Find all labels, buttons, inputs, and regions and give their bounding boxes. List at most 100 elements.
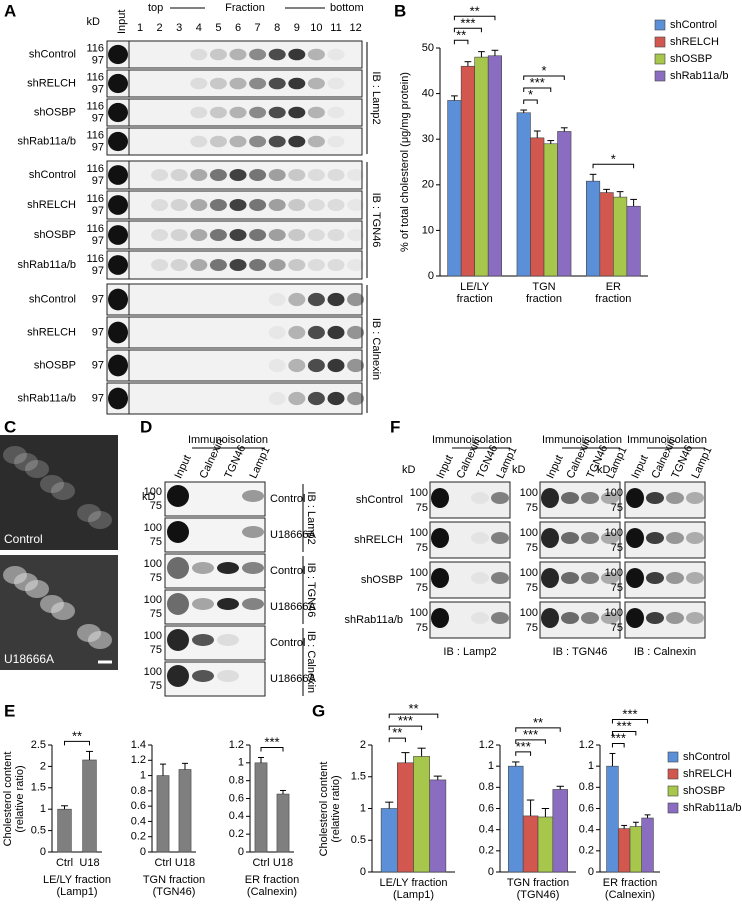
blot-band xyxy=(327,229,345,241)
blot-band xyxy=(601,532,619,544)
blot-band xyxy=(217,562,239,574)
kd-label: kD xyxy=(402,464,416,476)
blot-band xyxy=(167,629,189,651)
blot-band xyxy=(666,612,684,624)
panel-letter: C xyxy=(4,417,16,436)
y-tick-label: 0.2 xyxy=(579,845,594,857)
blot-band xyxy=(307,199,325,211)
blot-band xyxy=(108,195,128,215)
significance-bracket xyxy=(592,163,635,169)
mw-marker: 75 xyxy=(611,622,623,634)
significance-bracket xyxy=(453,15,496,21)
y-tick-label: 0 xyxy=(588,866,594,878)
y-axis-label: % of total cholesterol (μg/mg protein) xyxy=(399,72,411,252)
y-tick-label: 1.2 xyxy=(229,739,244,751)
blot-band xyxy=(249,48,267,61)
mw-marker: 100 xyxy=(520,527,538,539)
panel-letter: A xyxy=(4,1,16,20)
legend-label: shRab11a/b xyxy=(670,70,729,82)
mw-marker: 75 xyxy=(526,542,538,554)
mw-marker: 75 xyxy=(150,644,162,656)
blot-band xyxy=(268,391,286,406)
row-label: shOSBP xyxy=(34,229,76,241)
blot-band xyxy=(249,135,267,148)
significance-bracket xyxy=(388,725,423,731)
blot-band xyxy=(327,391,345,406)
category-label: LE/LY fraction (Lamp1) xyxy=(379,877,448,901)
significance-label: *** xyxy=(460,15,475,30)
row-label: shOSBP xyxy=(361,574,403,586)
row-label: shOSBP xyxy=(34,359,76,371)
mw-marker: 97 xyxy=(92,293,104,305)
blot-band xyxy=(471,492,489,504)
blot-band xyxy=(581,572,599,584)
blot-band xyxy=(347,325,365,340)
blot-band xyxy=(268,48,286,61)
mw-marker: 100 xyxy=(410,487,428,499)
kd-label: kD xyxy=(87,16,101,28)
blot-band xyxy=(327,325,345,340)
blot-band xyxy=(347,292,365,307)
blot-band xyxy=(327,169,345,181)
significance-label: ** xyxy=(470,3,480,18)
blot-band xyxy=(431,488,449,508)
category-label: ER fraction xyxy=(595,281,632,305)
y-tick-label: 20 xyxy=(422,179,434,191)
blot-band xyxy=(491,492,509,504)
cell-signal xyxy=(51,482,75,500)
blot-band xyxy=(229,199,247,211)
significance-label: * xyxy=(528,87,533,102)
legend-swatch xyxy=(667,802,679,814)
blot-band xyxy=(491,532,509,544)
mw-marker: 100 xyxy=(144,558,162,570)
y-tick-label: 0 xyxy=(238,846,244,858)
row-label: U18666A xyxy=(270,529,317,541)
significance-bracket xyxy=(388,713,439,719)
blot-band xyxy=(626,528,644,548)
y-tick-label: 0.2 xyxy=(229,828,244,840)
significance-label: *** xyxy=(530,75,545,90)
fraction-number: 9 xyxy=(294,22,300,34)
blot-band xyxy=(229,259,247,271)
blot-band xyxy=(288,77,306,90)
mw-marker: 116 xyxy=(86,253,104,265)
significance-label: *** xyxy=(523,727,538,742)
y-tick-label: 0.8 xyxy=(131,785,146,797)
blot-band xyxy=(626,568,644,588)
y-tick-label: 0.8 xyxy=(229,775,244,787)
category-label: U18 xyxy=(174,857,196,869)
fraction-number: 11 xyxy=(330,22,341,34)
blot-band xyxy=(249,77,267,90)
blot-band xyxy=(288,169,306,181)
blot-band xyxy=(268,77,286,90)
panel-letter: B xyxy=(394,1,406,20)
panel-letter: G xyxy=(312,701,325,720)
row-label: shControl xyxy=(29,48,76,60)
category-label: TGN fraction (TGN46) xyxy=(506,877,570,901)
blot-band xyxy=(190,199,208,211)
blot-strip xyxy=(106,40,363,69)
y-tick-label: 2 xyxy=(40,760,46,772)
y-tick-label: 0.6 xyxy=(229,792,244,804)
mw-marker: 97 xyxy=(92,235,104,247)
blot-band xyxy=(327,199,345,211)
blot-band xyxy=(268,106,286,119)
blot-band xyxy=(108,288,128,311)
mw-marker: 75 xyxy=(416,542,428,554)
mw-marker: 100 xyxy=(605,487,623,499)
significance-label: *** xyxy=(617,718,632,733)
mw-marker: 100 xyxy=(144,486,162,498)
y-tick-label: 0.6 xyxy=(479,802,494,814)
y-tick-label: 0.6 xyxy=(131,800,146,812)
blot-band xyxy=(347,391,365,406)
blot-band xyxy=(541,488,559,508)
mw-marker: 97 xyxy=(92,359,104,371)
category-label: U18 xyxy=(272,857,294,869)
blot-band xyxy=(242,562,264,574)
y-tick-label: 2.5 xyxy=(31,739,46,751)
y-tick-label: 0.4 xyxy=(229,810,244,822)
blot-band xyxy=(167,557,189,579)
mw-marker: 75 xyxy=(416,502,428,514)
